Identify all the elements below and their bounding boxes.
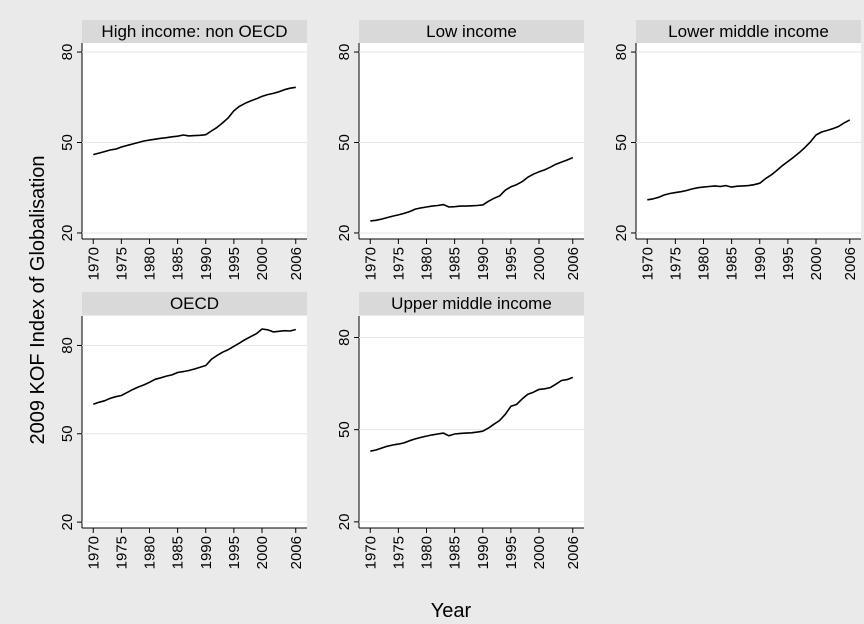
x-tick-label: 1970 — [639, 247, 656, 280]
panel: Lower middle income 20 50 80 1970 1975 1980 198… — [613, 20, 861, 280]
panel-title: High income: non OECD — [101, 22, 287, 41]
panel: Upper middle income 20 50 80 1970 1975 1980 198… — [336, 292, 584, 569]
x-tick-label: 1995 — [780, 247, 797, 280]
y-tick-label: 20 — [59, 514, 76, 531]
y-tick-label: 80 — [59, 44, 76, 61]
y-tick-label: 50 — [59, 134, 76, 151]
x-tick-label: 1980 — [142, 536, 159, 569]
y-tick-label: 80 — [59, 337, 76, 354]
x-tick-label: 1970 — [362, 536, 379, 569]
y-tick-label: 50 — [336, 134, 353, 151]
plot-area — [82, 43, 307, 239]
x-tick-label: 1975 — [113, 247, 130, 280]
x-tick-label: 2000 — [531, 247, 548, 280]
panel-header — [82, 292, 307, 315]
x-tick-label: 1990 — [475, 247, 492, 280]
y-tick-label: 80 — [336, 329, 353, 346]
x-tick-label: 1985 — [170, 247, 187, 280]
x-tick-label: 1985 — [724, 247, 741, 280]
plot-area — [82, 316, 307, 528]
plot-area — [636, 43, 861, 239]
panel-title: Upper middle income — [391, 294, 552, 313]
x-tick-label: 1995 — [226, 247, 243, 280]
x-tick-label: 2000 — [808, 247, 825, 280]
x-tick-label: 1975 — [390, 247, 407, 280]
panel: Low income 20 50 80 1970 1975 1980 1985 1990 1995… — [336, 20, 584, 280]
series-line — [370, 156, 574, 222]
y-tick-label: 50 — [613, 134, 630, 151]
y-tick-label: 80 — [336, 44, 353, 61]
series-line — [370, 376, 574, 452]
x-tick-label: 1995 — [503, 247, 520, 280]
x-tick-label: 2006 — [565, 536, 582, 569]
figure-ylabel: 2009 KOF Index of Globalisation — [27, 155, 49, 444]
y-tick-label: 20 — [336, 225, 353, 242]
x-tick-label: 1980 — [419, 247, 436, 280]
series-line — [647, 119, 851, 201]
plot-area — [359, 316, 584, 528]
x-tick-label: 2000 — [254, 536, 271, 569]
x-tick-label: 1990 — [198, 247, 215, 280]
x-tick-label: 1980 — [142, 247, 159, 280]
x-tick-label: 1970 — [362, 247, 379, 280]
x-tick-label: 1975 — [667, 247, 684, 280]
y-tick-label: 20 — [613, 225, 630, 242]
panel: OECD 20 50 80 1970 1975 1980 1985 1990 1995 2000 20… — [59, 292, 307, 569]
plot-area — [359, 43, 584, 239]
x-tick-label: 2000 — [254, 247, 271, 280]
x-tick-label: 1970 — [85, 247, 102, 280]
panel-title: OECD — [170, 294, 219, 313]
y-tick-label: 50 — [336, 421, 353, 438]
x-tick-label: 2006 — [842, 247, 859, 280]
x-tick-label: 1985 — [447, 247, 464, 280]
x-tick-label: 1995 — [503, 536, 520, 569]
x-tick-label: 2006 — [288, 536, 305, 569]
panel-header — [359, 20, 584, 43]
panel-title: Low income — [426, 22, 517, 41]
panel: High income: non OECD 20 50 80 1970 1975 1980 1… — [59, 20, 307, 280]
panels: High income: non OECD 20 50 80 1970 1975 1980 1… — [59, 20, 861, 569]
panel-header — [82, 20, 307, 43]
y-tick-label: 20 — [59, 225, 76, 242]
x-tick-label: 1970 — [85, 536, 102, 569]
x-tick-label: 1975 — [113, 536, 130, 569]
x-tick-label: 1985 — [170, 536, 187, 569]
y-tick-label: 20 — [336, 514, 353, 531]
x-tick-label: 1980 — [419, 536, 436, 569]
figure-xlabel: Year — [431, 600, 472, 622]
y-tick-label: 80 — [613, 44, 630, 61]
x-tick-label: 1990 — [198, 536, 215, 569]
x-tick-label: 1980 — [696, 247, 713, 280]
x-tick-label: 1975 — [390, 536, 407, 569]
panel-header — [636, 20, 861, 43]
x-tick-label: 1995 — [226, 536, 243, 569]
series-line — [93, 86, 296, 156]
x-tick-label: 2006 — [288, 247, 305, 280]
x-tick-label: 1985 — [447, 536, 464, 569]
y-tick-label: 50 — [59, 425, 76, 442]
x-tick-label: 1990 — [752, 247, 769, 280]
series-line — [93, 328, 297, 406]
panel-title: Lower middle income — [668, 22, 829, 41]
x-tick-label: 2006 — [565, 247, 582, 280]
x-tick-label: 1990 — [475, 536, 492, 569]
x-tick-label: 2000 — [531, 536, 548, 569]
panel-header — [359, 292, 584, 315]
